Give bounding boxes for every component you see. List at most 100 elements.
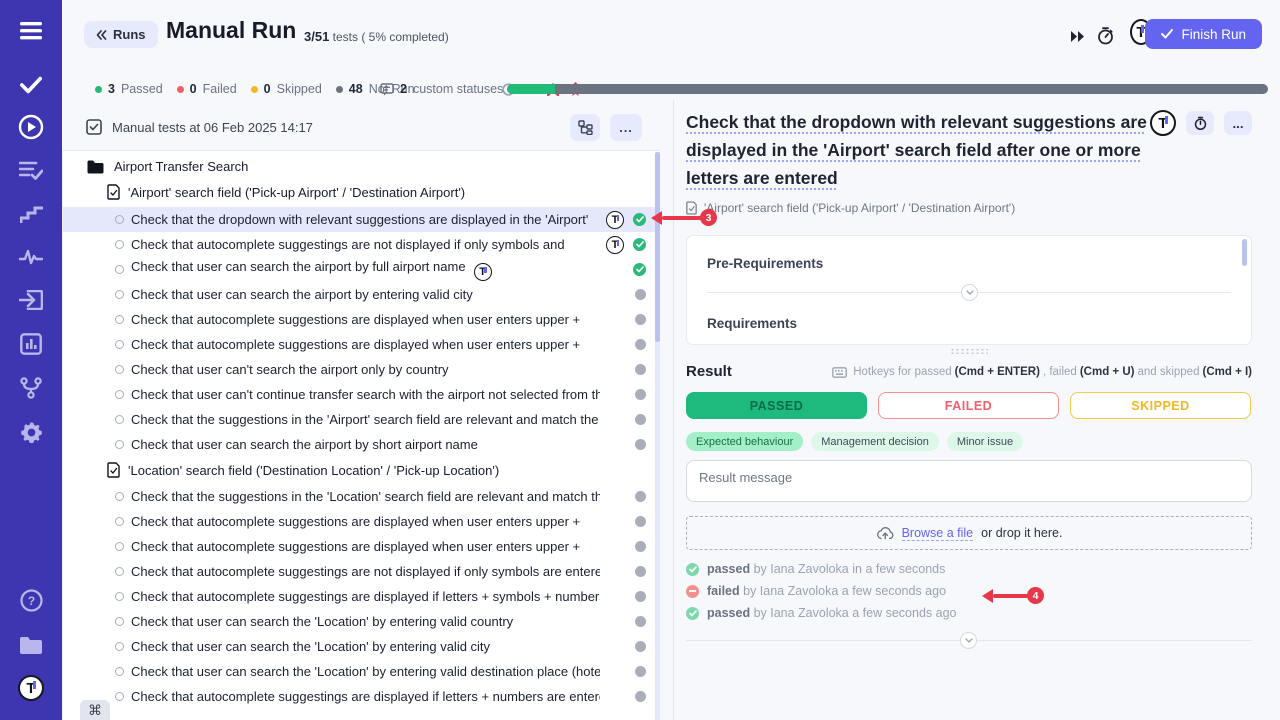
browse-file-link[interactable]: Browse a file: [901, 525, 974, 541]
test-row[interactable]: Check that user can search the airport b…: [63, 282, 660, 307]
file-dropzone[interactable]: Browse a file or drop it here.: [686, 516, 1252, 550]
test-state-circle[interactable]: [115, 642, 124, 651]
stat-label: Not Run: [368, 82, 415, 96]
test-row[interactable]: Check that the suggestions in the 'Locat…: [63, 484, 660, 509]
test-row[interactable]: Check that the suggestions in the 'Airpo…: [63, 407, 660, 432]
result-header-row: Result Hotkeys for passed (Cmd + ENTER) ,…: [686, 363, 1252, 383]
automation-t-logo-icon[interactable]: T: [1150, 110, 1176, 136]
history-collapse-toggle[interactable]: [960, 632, 977, 649]
custom-statuses-filter[interactable]: 2 custom statuses: [380, 78, 521, 100]
test-state-circle[interactable]: [115, 315, 124, 324]
test-title-text: Check that user can search the 'Location…: [131, 614, 514, 629]
projects-folder-icon[interactable]: [0, 628, 62, 662]
arrow-head: [982, 588, 993, 603]
pre-requirements-heading: Pre-Requirements: [707, 256, 824, 271]
command-shortcut-chip[interactable]: ⌘: [80, 700, 110, 720]
runs-check-icon[interactable]: [0, 68, 62, 102]
test-state-circle[interactable]: [115, 265, 124, 274]
tree-view-button[interactable]: [570, 114, 600, 141]
menu-icon[interactable]: [0, 14, 62, 48]
not-run-status-icon: [635, 541, 646, 552]
test-state-circle[interactable]: [115, 492, 124, 501]
test-row[interactable]: Check that user can't continue transfer …: [63, 382, 660, 407]
test-state-circle[interactable]: [115, 617, 124, 626]
left-scrollbar-thumb[interactable]: [655, 152, 660, 342]
help-icon[interactable]: ?: [0, 583, 62, 617]
test-state-circle[interactable]: [115, 340, 124, 349]
test-state-circle[interactable]: [115, 415, 124, 424]
test-state-circle[interactable]: [115, 567, 124, 576]
run-play-icon[interactable]: [0, 110, 62, 144]
test-row[interactable]: Check that autocomplete suggestings are …: [63, 559, 660, 584]
finish-run-button[interactable]: Finish Run: [1145, 19, 1262, 49]
result-tag[interactable]: Expected behaviour: [686, 432, 804, 451]
chevron-down-icon: [964, 638, 973, 643]
test-state-circle[interactable]: [115, 215, 124, 224]
test-row[interactable]: Check that user can't search the airport…: [63, 357, 660, 382]
passed-button[interactable]: PASSED: [686, 392, 867, 419]
test-state-circle[interactable]: [115, 365, 124, 374]
test-state-circle[interactable]: [115, 542, 124, 551]
test-state-circle[interactable]: [115, 440, 124, 449]
test-row[interactable]: Check that autocomplete suggestions are …: [63, 307, 660, 332]
pulse-icon[interactable]: [0, 240, 62, 274]
cloud-upload-icon: [876, 527, 894, 540]
group-row-location[interactable]: 'Location' search field ('Destination Lo…: [107, 462, 499, 478]
test-title[interactable]: Check that the dropdown with relevant su…: [686, 112, 1147, 188]
test-state-circle[interactable]: [115, 390, 124, 399]
steps-icon[interactable]: [0, 197, 62, 231]
settings-gear-icon[interactable]: [0, 415, 62, 449]
test-row[interactable]: Check that autocomplete suggestions are …: [63, 332, 660, 357]
left-scrollbar-track[interactable]: [655, 152, 660, 720]
detail-timer-button[interactable]: [1186, 111, 1214, 135]
back-to-runs-button[interactable]: Runs: [84, 21, 158, 48]
result-message-input[interactable]: [686, 460, 1252, 502]
test-row[interactable]: Check that user can search the 'Location…: [63, 634, 660, 659]
skipped-button[interactable]: SKIPPED: [1070, 392, 1251, 419]
test-row[interactable]: Check that autocomplete suggestions are …: [63, 509, 660, 534]
test-cases-icon[interactable]: [0, 153, 62, 187]
import-icon[interactable]: [0, 283, 62, 317]
double-chevron-left-icon: [96, 29, 107, 40]
test-state-circle[interactable]: [115, 592, 124, 601]
test-row[interactable]: Check that autocomplete suggestings are …: [63, 232, 660, 257]
document-icon: [686, 201, 697, 215]
failed-button[interactable]: FAILED: [878, 392, 1059, 419]
test-state-circle[interactable]: [115, 692, 124, 701]
status-bubble-icon: [380, 82, 394, 95]
resize-handle[interactable]: [950, 348, 988, 354]
test-row[interactable]: Check that user can search the airport b…: [63, 257, 660, 282]
result-tag[interactable]: Minor issue: [946, 432, 1024, 451]
test-state-circle[interactable]: [115, 240, 124, 249]
test-row[interactable]: Check that user can search the airport b…: [63, 432, 660, 457]
test-row[interactable]: Check that autocomplete suggestions are …: [63, 534, 660, 559]
result-tag[interactable]: Management decision: [811, 432, 939, 451]
fast-forward-icon[interactable]: [1066, 25, 1088, 47]
test-row[interactable]: Check that autocomplete suggestings are …: [63, 684, 660, 709]
test-state-circle[interactable]: [115, 290, 124, 299]
test-row[interactable]: Check that the dropdown with relevant su…: [63, 207, 660, 232]
t-logo-icon: Manual RunT: [18, 675, 44, 701]
test-state-circle[interactable]: [115, 517, 124, 526]
tree-structure-icon: [577, 120, 593, 135]
check-icon: [1161, 29, 1174, 39]
branches-icon[interactable]: [0, 371, 62, 405]
suite-folder-row[interactable]: Airport Transfer Search: [87, 159, 248, 174]
collapse-toggle[interactable]: [961, 284, 978, 301]
detail-breadcrumb[interactable]: 'Airport' search field ('Pick-up Airport…: [686, 201, 1252, 215]
test-state-circle[interactable]: [115, 667, 124, 676]
test-row[interactable]: Check that user can search the 'Location…: [63, 609, 660, 634]
workspace-logo[interactable]: Manual RunT: [0, 671, 62, 705]
test-detail-panel: Check that the dropdown with relevant su…: [686, 100, 1252, 649]
folder-icon: [87, 160, 104, 173]
test-row[interactable]: Check that user can search the 'Location…: [63, 659, 660, 684]
svg-text:?: ?: [27, 594, 34, 608]
reports-icon[interactable]: [0, 327, 62, 361]
list-more-button[interactable]: ...: [610, 114, 642, 141]
test-row[interactable]: Check that autocomplete suggestings are …: [63, 584, 660, 609]
test-plan-title-row: Manual tests at 06 Feb 2025 14:17: [86, 119, 313, 135]
detail-more-button[interactable]: ...: [1224, 111, 1252, 135]
timer-icon[interactable]: [1094, 25, 1116, 47]
group-row-airport[interactable]: 'Airport' search field ('Pick-up Airport…: [107, 184, 465, 200]
card-scrollbar-thumb[interactable]: [1242, 239, 1247, 266]
